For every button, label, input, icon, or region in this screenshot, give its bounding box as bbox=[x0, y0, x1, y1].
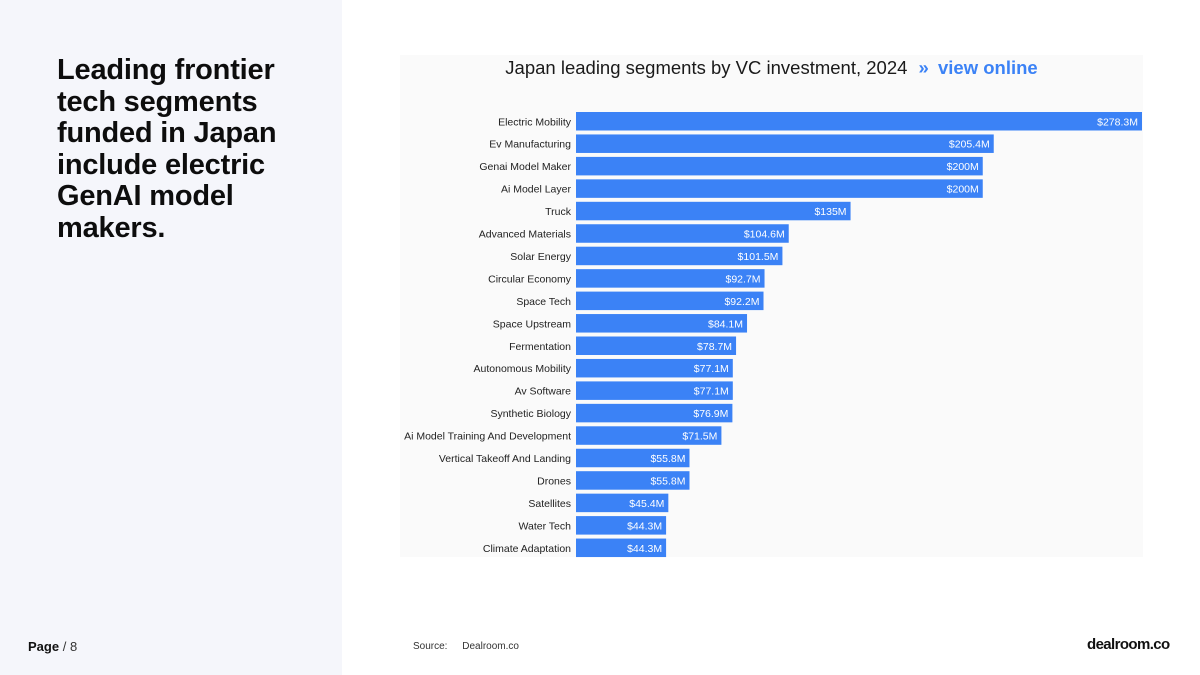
category-label: Solar Energy bbox=[510, 251, 571, 263]
category-label: Autonomous Mobility bbox=[474, 363, 572, 375]
bar[interactable] bbox=[576, 246, 783, 266]
source-value: Dealroom.co bbox=[462, 641, 519, 652]
category-label: Fermentation bbox=[509, 341, 571, 353]
value-label: $78.7M bbox=[697, 341, 732, 353]
category-label: Advanced Materials bbox=[479, 229, 571, 241]
category-label: Truck bbox=[545, 206, 572, 218]
page-indicator: Page / 8 bbox=[28, 639, 77, 654]
category-label: Climate Adaptation bbox=[483, 543, 571, 555]
view-online-link[interactable]: view online bbox=[937, 57, 1038, 78]
value-label: $205.4M bbox=[949, 139, 990, 151]
category-label: Ai Model Training And Development bbox=[404, 431, 571, 443]
bar[interactable] bbox=[576, 426, 722, 445]
category-label: Vertical Takeoff And Landing bbox=[439, 453, 571, 465]
category-label: Ai Model Layer bbox=[501, 184, 572, 196]
category-label: Av Software bbox=[515, 386, 572, 398]
bar[interactable] bbox=[576, 538, 667, 558]
bar[interactable] bbox=[576, 179, 983, 198]
source-label: Source: bbox=[413, 641, 448, 652]
bar[interactable] bbox=[576, 201, 851, 221]
value-label: $278.3M bbox=[1097, 116, 1138, 128]
value-label: $101.5M bbox=[738, 251, 779, 263]
value-label: $71.5M bbox=[682, 431, 717, 443]
bar[interactable] bbox=[576, 358, 733, 378]
value-label: $45.4M bbox=[629, 498, 664, 510]
category-label: Genai Model Maker bbox=[479, 161, 571, 173]
bar[interactable] bbox=[576, 291, 764, 311]
category-label: Space Upstream bbox=[493, 318, 571, 330]
value-label: $77.1M bbox=[694, 386, 729, 398]
bar[interactable] bbox=[576, 156, 983, 176]
bar[interactable] bbox=[576, 336, 737, 356]
value-label: $92.2M bbox=[724, 296, 759, 308]
dealroom-logo: dealroom.co bbox=[1087, 636, 1170, 653]
headline: Leading frontier tech segments funded in… bbox=[57, 54, 277, 244]
value-label: $135M bbox=[814, 206, 846, 218]
category-label: Satellites bbox=[528, 498, 571, 510]
bar[interactable] bbox=[576, 403, 733, 423]
value-label: $200M bbox=[947, 161, 979, 173]
value-label: $200M bbox=[947, 184, 979, 196]
value-label: $76.9M bbox=[693, 408, 728, 420]
category-label: Drones bbox=[537, 475, 571, 487]
page-number: 8 bbox=[69, 639, 78, 654]
value-label: $55.8M bbox=[650, 475, 685, 487]
bar[interactable] bbox=[576, 493, 669, 513]
chevron-right-icon: » bbox=[918, 57, 929, 78]
bar[interactable] bbox=[576, 112, 1142, 131]
left-panel bbox=[0, 0, 342, 675]
source-note: Source: Dealroom.co bbox=[413, 641, 519, 652]
value-label: $84.1M bbox=[708, 318, 743, 330]
category-label: Electric Mobility bbox=[498, 116, 572, 128]
category-label: Ev Manufacturing bbox=[489, 139, 571, 151]
bar[interactable] bbox=[576, 224, 789, 243]
chart-title: Japan leading segments by VC investment,… bbox=[400, 57, 1143, 79]
bar[interactable] bbox=[576, 448, 690, 468]
category-label: Synthetic Biology bbox=[490, 408, 571, 420]
page-separator: / bbox=[62, 639, 67, 654]
value-label: $44.3M bbox=[627, 543, 662, 555]
category-label: Circular Economy bbox=[488, 273, 572, 285]
value-label: $55.8M bbox=[650, 453, 685, 465]
chart-title-text: Japan leading segments by VC investment,… bbox=[505, 57, 908, 78]
value-label: $77.1M bbox=[694, 363, 729, 375]
bar[interactable] bbox=[576, 381, 733, 400]
category-label: Space Tech bbox=[516, 296, 571, 308]
value-label: $104.6M bbox=[744, 229, 785, 241]
bar[interactable] bbox=[576, 516, 667, 535]
bar[interactable] bbox=[576, 471, 690, 490]
page-label: Page bbox=[28, 639, 60, 654]
bar[interactable] bbox=[576, 314, 748, 333]
value-label: $44.3M bbox=[627, 520, 662, 532]
bar[interactable] bbox=[576, 134, 994, 153]
bar[interactable] bbox=[576, 269, 765, 288]
value-label: $92.7M bbox=[725, 273, 760, 285]
category-label: Water Tech bbox=[518, 520, 571, 532]
